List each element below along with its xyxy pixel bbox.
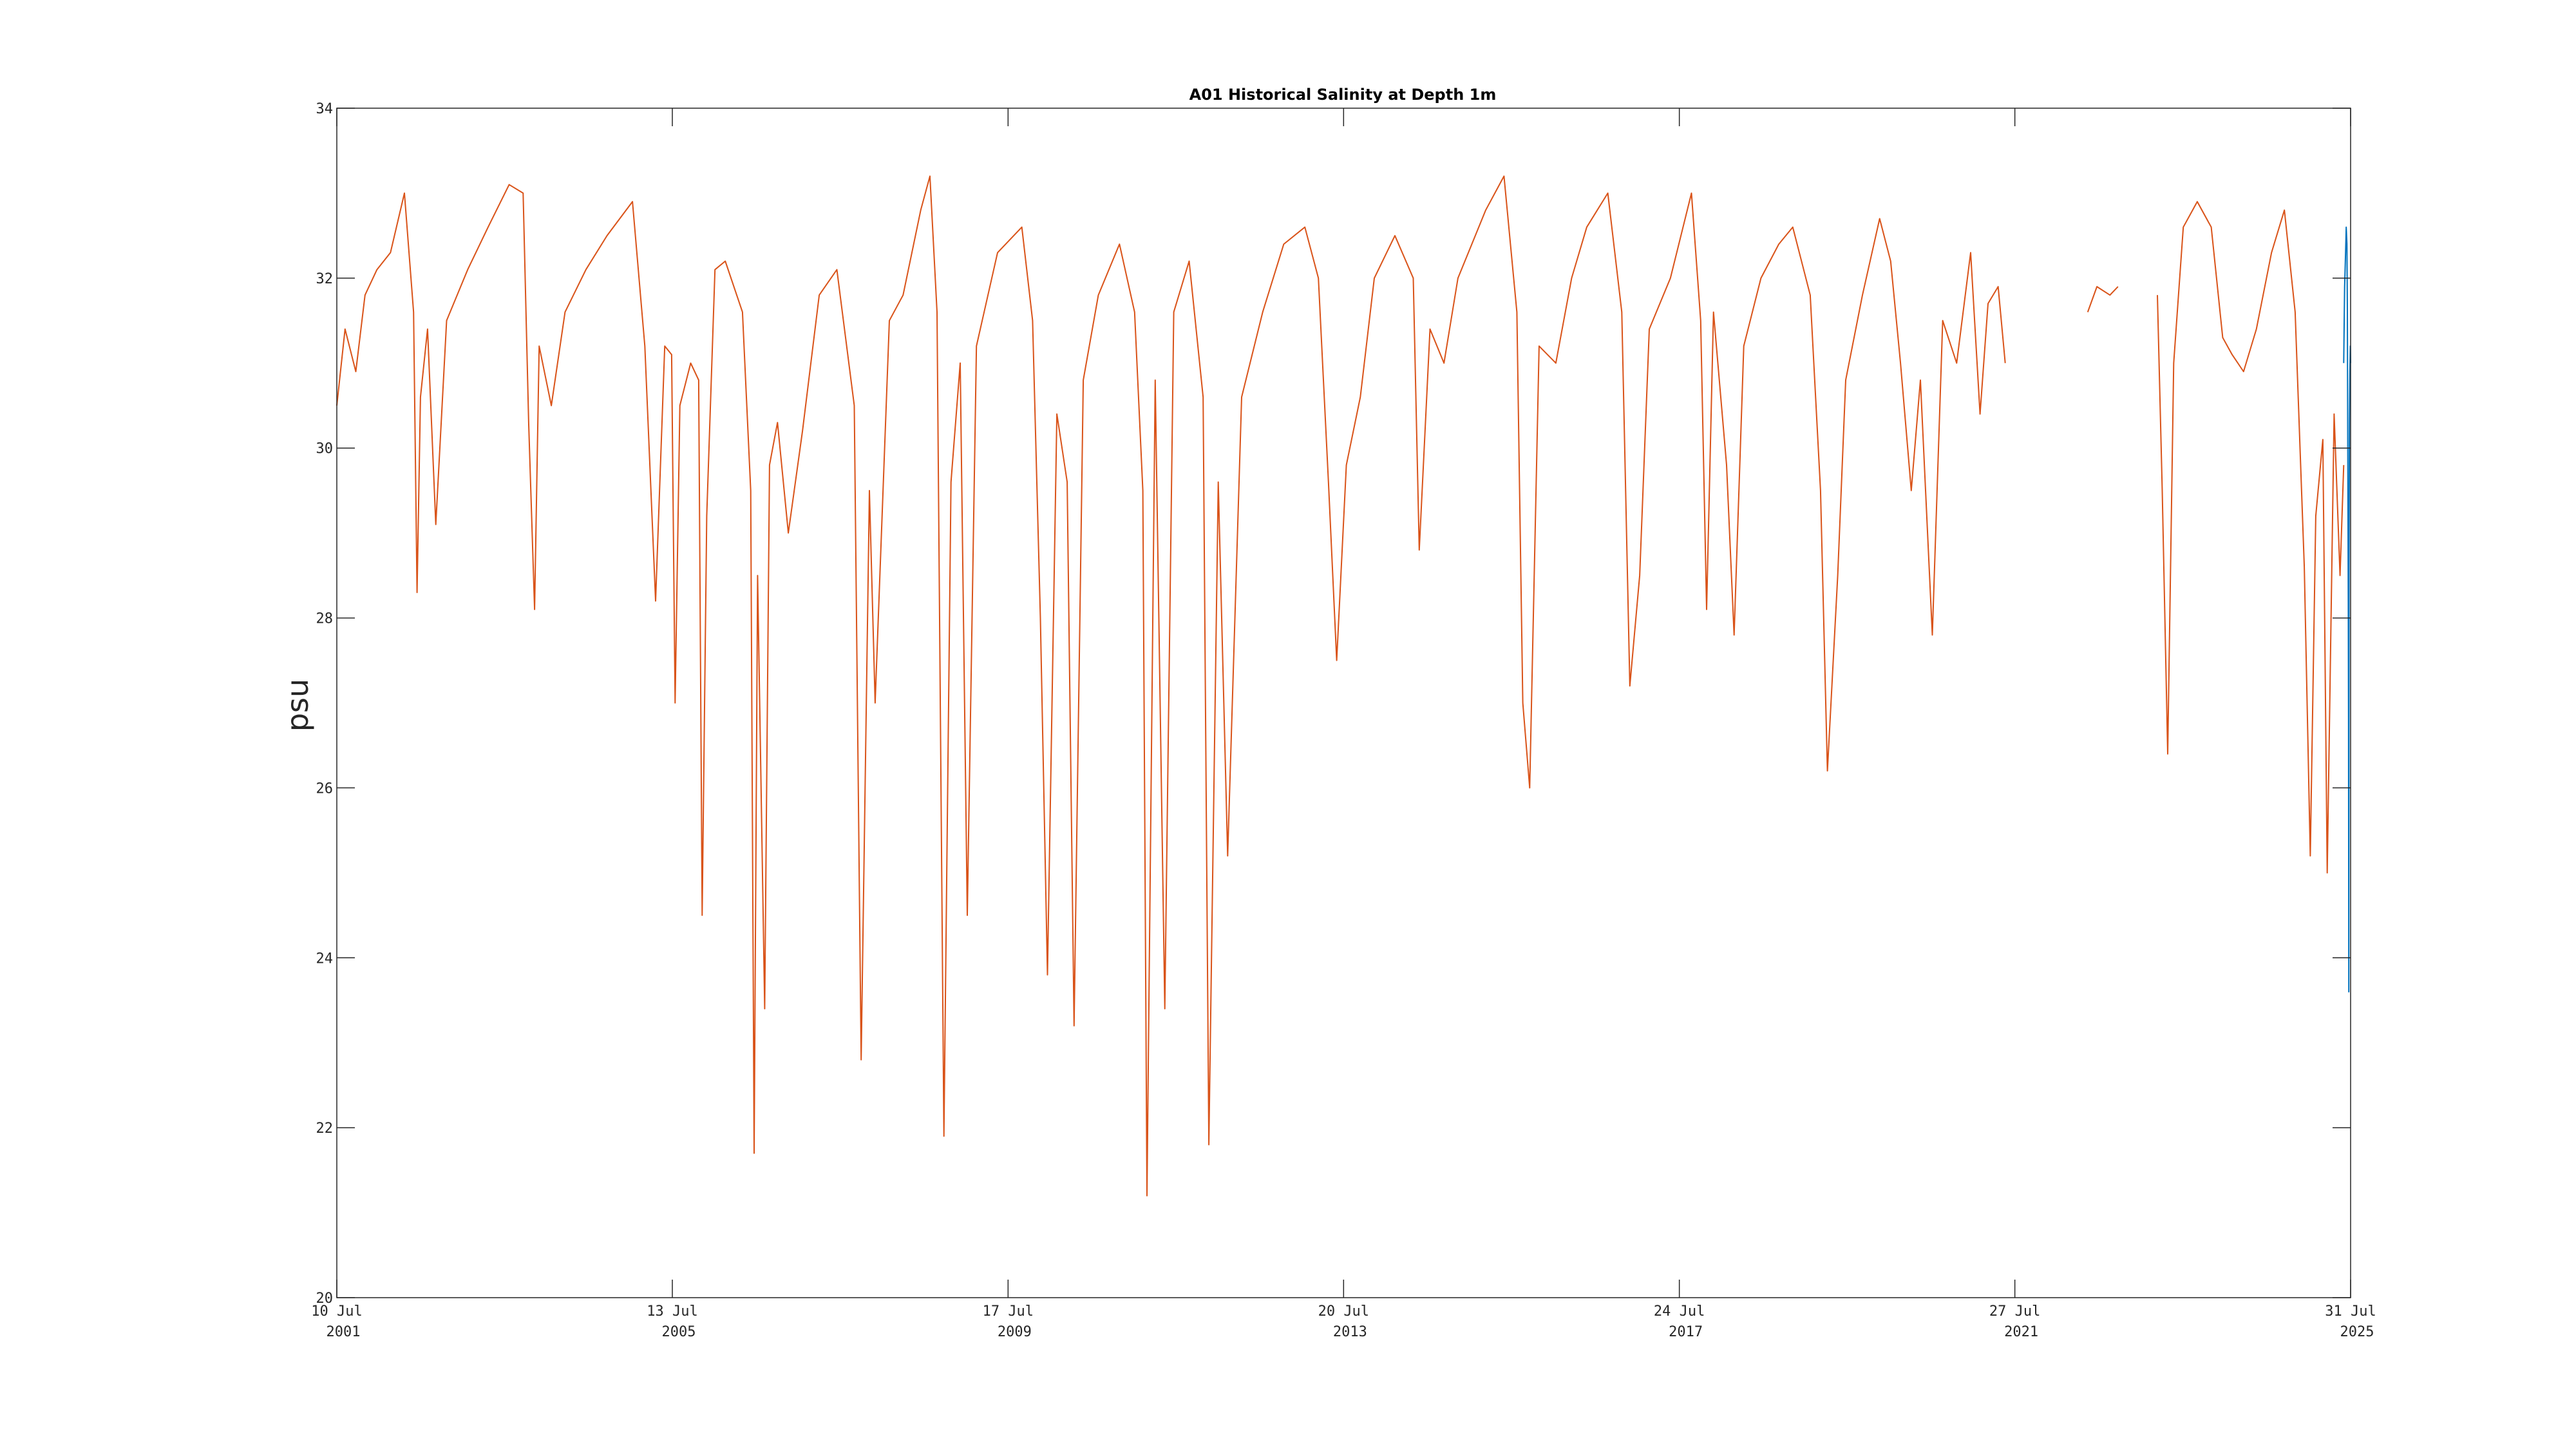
series-line-0	[336, 175, 2006, 1197]
y-axis-label: psu	[280, 679, 315, 732]
x-tick-label-year: 2005	[661, 1324, 696, 1340]
x-tick-label: 27 Jul	[1989, 1303, 2040, 1320]
x-tick-label-year: 2013	[1333, 1324, 1367, 1340]
x-tick-label: 24 Jul	[1654, 1303, 1705, 1320]
y-tick-label: 32	[316, 271, 334, 287]
y-tick-label: 22	[316, 1121, 334, 1137]
x-tick-label-year: 2001	[327, 1324, 361, 1340]
y-tick-label: 20	[316, 1291, 334, 1307]
y-tick-label: 26	[316, 781, 334, 797]
y-tick-label: 28	[316, 611, 334, 627]
series-layer	[336, 175, 2351, 1197]
y-tick-label: 34	[316, 101, 334, 117]
y-tick-label: 30	[316, 441, 334, 457]
x-tick-label: 10 Jul	[311, 1303, 362, 1320]
x-tick-label-year: 2009	[998, 1324, 1032, 1340]
chart-title: A01 Historical Salinity at Depth 1m	[1189, 86, 1497, 104]
x-tick-label-year: 2021	[2004, 1324, 2038, 1340]
series-line-2	[2157, 201, 2345, 874]
axes-layer: 20 22 24 26 28 30 32 34 10 Jul 2001 13 Jul 2005 17 J…	[311, 101, 2376, 1340]
x-tick-label: 20 Jul	[1318, 1303, 1369, 1320]
plot-area-box	[336, 108, 2351, 1298]
x-tick-label: 31 Jul	[2325, 1303, 2376, 1320]
x-tick-label-year: 2017	[1669, 1324, 1703, 1340]
x-tick-label-year: 2025	[2340, 1324, 2374, 1340]
x-tick-label: 13 Jul	[647, 1303, 697, 1320]
series-line-1	[2087, 286, 2119, 312]
x-tick-label: 17 Jul	[983, 1303, 1034, 1320]
y-tick-label: 24	[316, 951, 334, 967]
series-line-3	[2343, 226, 2351, 993]
